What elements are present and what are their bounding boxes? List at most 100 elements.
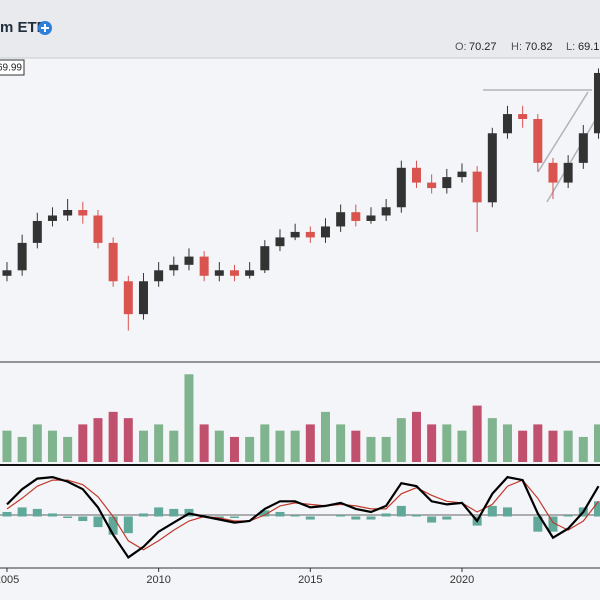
chart-title: m ETF [0,19,46,36]
macd-histogram-bar [260,510,270,517]
candle-body [108,242,118,282]
volume-bar [442,424,452,462]
volume-bar [411,411,421,462]
x-tick-label: 2010 [146,574,170,586]
macd-histogram-bar [427,516,437,523]
volume-bar [320,411,330,462]
volume-bar [518,430,528,462]
macd-histogram-bar [108,516,118,535]
candle-body [63,210,73,216]
macd-histogram-bar [533,516,543,532]
volume-bar [63,436,73,462]
macd-histogram-bar [17,507,27,517]
candle-body [245,270,255,276]
macd-histogram-bar [47,513,57,517]
candle-body [442,177,452,189]
volume-bar [32,424,42,462]
candle-body [593,72,600,134]
candle-body [381,207,391,216]
candle-body [457,171,467,178]
macd-histogram-bar [78,516,88,522]
macd-histogram-bar [305,516,315,520]
volume-bar [366,436,376,462]
candle-body [411,167,421,183]
volume-bar [290,430,300,462]
volume-bar [305,424,315,462]
candle-body [32,220,42,243]
volume-bar [17,436,27,462]
volume-bar [533,424,543,462]
volume-bar [548,430,558,462]
volume-bar [260,424,270,462]
low-label: L: [566,41,575,53]
volume-bar [502,424,512,462]
volume-bar [578,436,588,462]
volume-bar [351,430,361,462]
macd-histogram-bar [138,513,148,517]
volume-bar [396,418,406,462]
candle-body [396,167,406,208]
volume-bar [78,424,88,462]
candle-body [229,270,239,276]
volume-bar [199,424,209,462]
candle-body [290,231,300,238]
candle-body [93,215,103,243]
volume-bar [457,430,467,462]
volume-bar [336,424,346,462]
macd-histogram-bar [381,513,391,517]
candle-body [578,133,588,163]
x-tick-label: 2020 [450,574,474,586]
macd-histogram-bar [154,507,164,517]
volume-bar [108,411,118,462]
macd-histogram-bar [123,516,133,534]
volume-bar [138,430,148,462]
candle-body [138,281,148,315]
macd-histogram-bar [275,511,285,517]
candle-body [518,114,528,120]
macd-histogram-bar [502,507,512,517]
candle-body [275,237,285,247]
volume-bar [123,418,133,462]
candle-body [320,226,330,238]
x-tick-label: 2005 [0,574,19,586]
candle-body [563,162,573,183]
candle-body [214,270,224,276]
add-icon [41,24,49,32]
candle-body [487,133,497,203]
candle-body [169,264,179,271]
candle-body [548,162,558,183]
price-label-box [0,59,25,76]
volume-bar [93,418,103,462]
macd-histogram-bar [563,514,573,517]
open-label: O: [455,41,467,53]
macd-histogram-bar [336,514,346,517]
volume-bar [245,436,255,462]
candle-body [366,215,376,221]
candle-body [199,256,209,276]
candle-body [47,215,57,221]
volume-bar [593,424,600,462]
macd-histogram-bar [548,516,558,532]
volume-bar [472,405,482,462]
volume-bar [169,430,179,462]
high-value: 70.82 [525,41,553,53]
open-value: 70.27 [469,41,497,53]
macd-histogram-bar [351,516,361,520]
macd-histogram-bar [593,501,600,517]
header-bar [0,0,600,58]
volume-bar [229,436,239,462]
macd-histogram-bar [442,516,452,520]
candle-body [123,281,133,315]
volume-bar [214,430,224,462]
macd-histogram-bar [93,516,103,528]
candle-body [184,256,194,265]
candle-body [533,119,543,163]
macd-histogram-bar [487,505,497,517]
candle-body [502,114,512,134]
candle-body [305,231,315,238]
macd-histogram-bar [63,516,73,519]
macd-histogram-bar [169,508,179,517]
volume-bar [563,430,573,462]
candle-body [260,246,270,271]
